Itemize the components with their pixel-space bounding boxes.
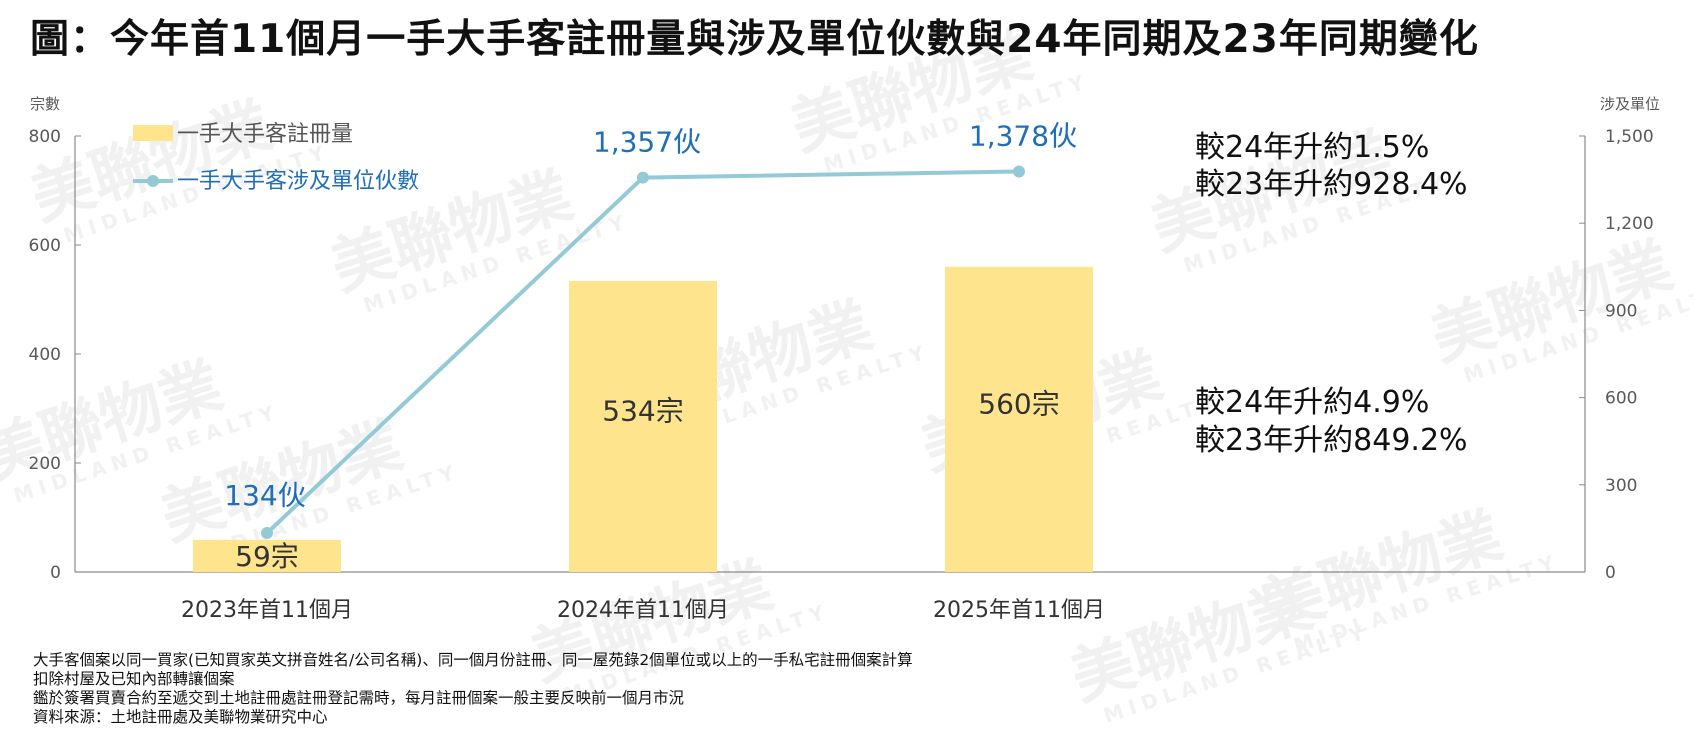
y-left-tick-label: 400: [29, 345, 61, 365]
line-data-label: 1,378伙: [969, 119, 1077, 152]
y-right-tick-label: 1,500: [1605, 127, 1654, 147]
x-tick-label: 2024年首11個月: [557, 598, 729, 623]
legend-label-line: 一手大手客涉及單位伙數: [177, 169, 419, 194]
line-point: [1013, 165, 1025, 178]
source-note: 資料來源：土地註冊處及美聯物業研究中心: [33, 708, 328, 726]
bar: [945, 266, 1093, 572]
legend-label-bar: 一手大手客註冊量: [177, 122, 353, 147]
footnote: 大手客個案以同一買家(已知買家英文拼音姓名/公司名稱)、同一個月份註冊、同一屋苑…: [33, 651, 913, 669]
bar: [193, 539, 341, 572]
bar: [569, 280, 717, 572]
change-annotation: 較24年升約4.9%: [1195, 385, 1429, 420]
y-right-tick-label: 0: [1605, 563, 1616, 583]
x-tick-label: 2025年首11個月: [933, 598, 1105, 623]
line-point: [637, 171, 649, 184]
y-left-tick-label: 200: [29, 454, 61, 474]
y-left-axis-title: 宗數: [30, 95, 60, 113]
y-left-tick-label: 800: [29, 127, 61, 147]
y-right-tick-label: 900: [1605, 301, 1637, 321]
line-data-label: 134伙: [224, 479, 305, 512]
bar-data-label: 534宗: [602, 395, 683, 428]
y-left-tick-label: 600: [29, 236, 61, 256]
y-right-tick-label: 300: [1605, 476, 1637, 496]
bar-data-label: 560宗: [978, 387, 1059, 420]
change-annotation: 較24年升約1.5%: [1195, 130, 1429, 165]
footnote: 扣除村屋及已知內部轉讓個案: [33, 670, 235, 688]
footnotes: 大手客個案以同一買家(已知買家英文拼音姓名/公司名稱)、同一個月份註冊、同一屋苑…: [33, 651, 913, 727]
line-data-label: 1,357伙: [593, 126, 701, 159]
change-annotation: 較23年升約928.4%: [1195, 167, 1468, 202]
chart-title: 圖：今年首11個月一手大手客註冊量與涉及單位伙數與24年同期及23年同期變化: [30, 17, 1479, 62]
y-right-tick-label: 600: [1605, 389, 1637, 409]
change-annotation: 較23年升約849.2%: [1195, 423, 1468, 458]
legend-swatch-marker: [147, 175, 159, 187]
y-left-tick-label: 0: [50, 563, 61, 583]
footnote: 鑑於簽署買賣合約至遞交到土地註冊處註冊登記需時，每月註冊個案一般主要反映前一個月…: [33, 689, 685, 707]
line-point: [261, 527, 273, 540]
y-right-axis-title: 涉及單位: [1600, 95, 1660, 113]
legend-swatch-bar: [133, 125, 173, 141]
x-tick-label: 2023年首11個月: [181, 598, 353, 623]
y-right-tick-label: 1,200: [1605, 214, 1654, 234]
bar-data-label: 59宗: [235, 540, 299, 573]
